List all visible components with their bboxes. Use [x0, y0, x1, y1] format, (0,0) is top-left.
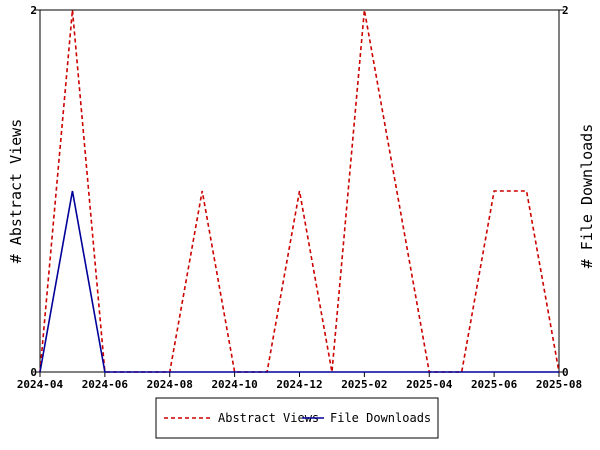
x-tick-label: 2024-08: [147, 378, 193, 391]
legend-label-abstract-views: Abstract Views: [218, 411, 319, 425]
y-axis-title: # Abstract Views: [7, 119, 25, 264]
x-tick-label: 2024-06: [82, 378, 129, 391]
legend: Abstract Views File Downloads: [155, 397, 439, 439]
series-line-file-downloads: [39, 190, 559, 373]
series-line-abstract-views: [39, 9, 560, 373]
legend-label-file-downloads: File Downloads: [330, 411, 431, 425]
y2-tick-label: 0: [562, 366, 569, 379]
x-tick-label: 2025-08: [536, 378, 582, 391]
x-tick-label: 2024-04: [17, 378, 64, 391]
y2-axis-title: # File Downloads: [578, 124, 596, 269]
x-tick-label: 2024-10: [211, 378, 257, 391]
x-tick-label: 2025-02: [341, 378, 387, 391]
y-tick-label: 2: [30, 4, 37, 17]
y-tick-label: 0: [30, 366, 37, 379]
y2-tick-label: 2: [562, 4, 569, 17]
x-tick-label: 2024-12: [276, 378, 322, 391]
x-tick-label: 2025-04: [406, 378, 453, 391]
x-tick-label: 2025-06: [471, 378, 518, 391]
